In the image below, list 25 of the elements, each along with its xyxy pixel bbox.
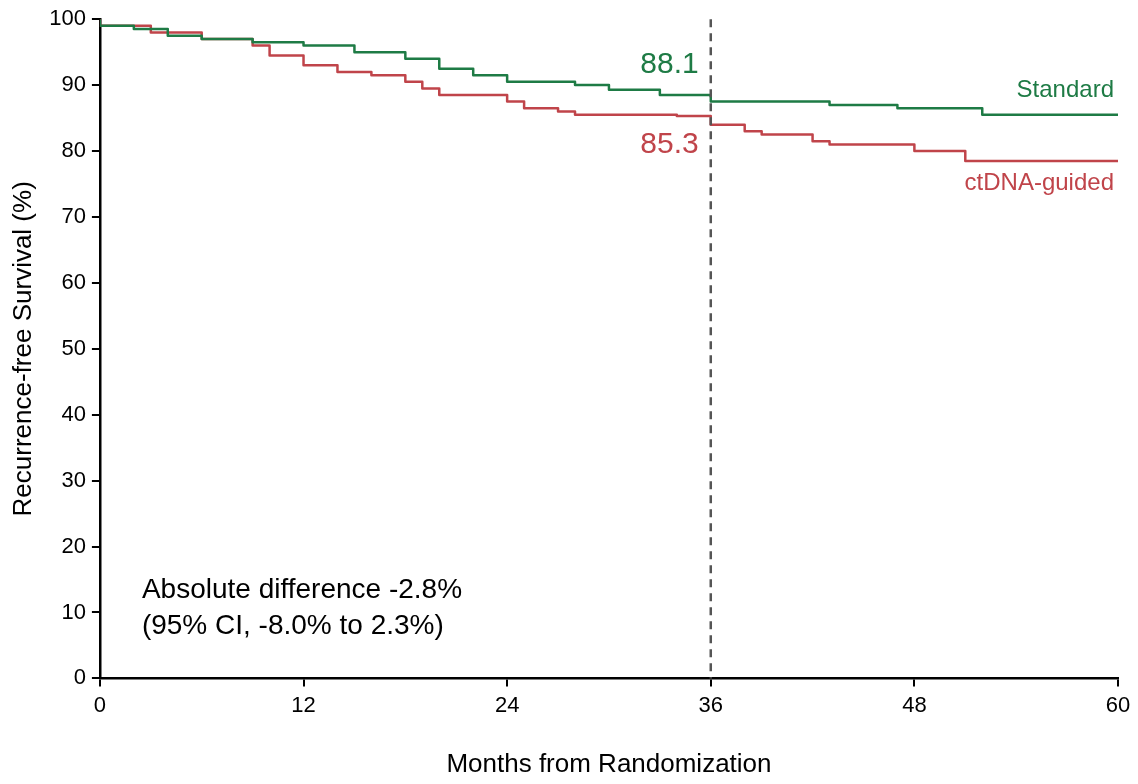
y-tick-label: 90: [61, 71, 86, 97]
y-tick-label: 20: [61, 532, 86, 558]
y-tick-label: 70: [61, 203, 86, 229]
y-tick-label: 40: [61, 400, 86, 426]
y-tick-label: 0: [73, 664, 86, 690]
annotation: 85.3: [640, 126, 699, 160]
y-tick-label: 80: [61, 137, 86, 163]
x-tick-label: 24: [494, 691, 520, 717]
series-label: Standard: [1016, 75, 1114, 103]
annotation: Absolute difference -2.8%: [141, 573, 463, 605]
y-axis-title: Recurrence-free Survival (%): [6, 181, 37, 517]
y-tick-label: 100: [49, 5, 86, 31]
annotation: 88.1: [640, 45, 699, 79]
x-tick-label: 36: [698, 691, 723, 717]
series-label: ctDNA-guided: [964, 167, 1114, 195]
y-tick-label: 50: [61, 334, 86, 360]
y-tick-label: 10: [61, 598, 86, 624]
x-tick-label: 0: [93, 691, 107, 717]
x-tick-label: 60: [1105, 691, 1131, 717]
x-axis-title: Months from Randomization: [446, 747, 772, 778]
x-tick-label: 12: [291, 691, 316, 717]
annotation: (95% CI, -8.0% to 2.3%): [141, 609, 444, 641]
y-tick-label: 30: [61, 466, 86, 492]
x-tick-label: 48: [902, 691, 927, 717]
y-tick-label: 60: [61, 268, 86, 294]
